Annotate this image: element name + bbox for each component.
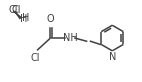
- Text: Cl: Cl: [8, 5, 18, 15]
- Text: Cl: Cl: [11, 5, 21, 15]
- Text: O: O: [47, 14, 54, 24]
- Text: H: H: [22, 13, 29, 23]
- Text: Cl: Cl: [31, 53, 40, 63]
- Text: NH: NH: [63, 33, 77, 43]
- Text: N: N: [109, 52, 116, 62]
- Text: H: H: [20, 14, 27, 24]
